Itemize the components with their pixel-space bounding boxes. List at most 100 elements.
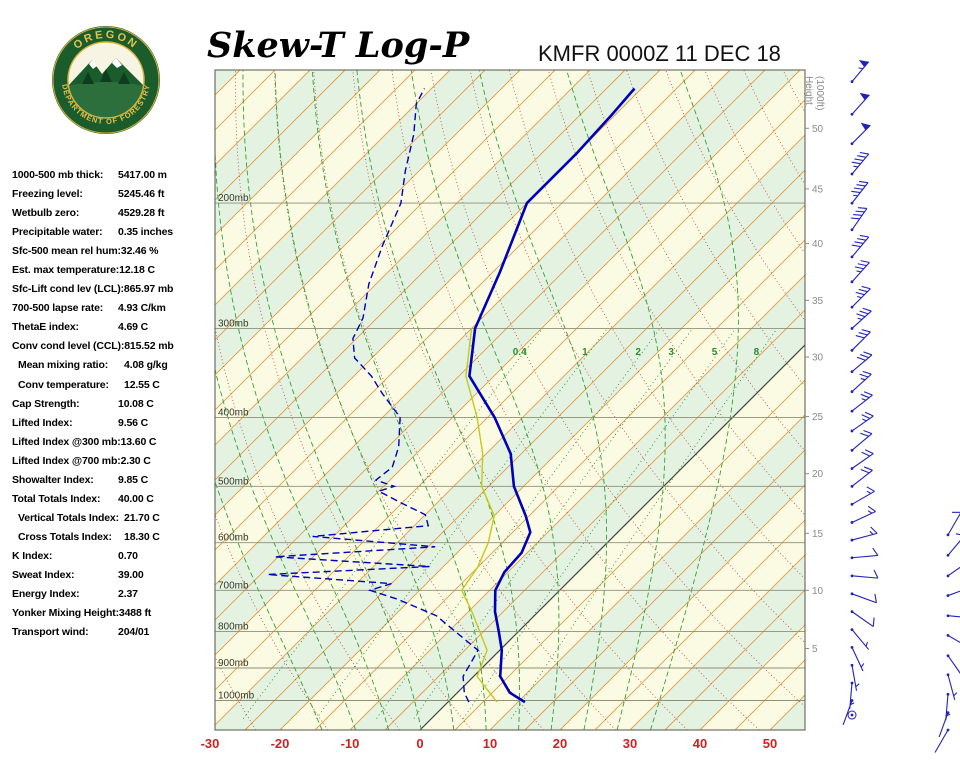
wind-barbs-secondary [934,511,960,753]
index-row: Showalter Index: 9.85 C [12,474,217,493]
index-row: Conv cond level (CCL): 815.52 mb [12,340,217,359]
wind-barb [934,728,950,753]
height-label: 45 [812,184,824,195]
index-label: Mean mixing ratio: [18,359,109,372]
wind-barb [850,207,868,232]
index-value: 815.52 mb [124,340,174,353]
index-row: Precipitable water: 0.35 inches [12,226,217,245]
temp-axis-label: -10 [341,736,360,751]
pressure-lines [215,202,805,701]
wind-barb [946,634,960,643]
odf-logo: OREGON DEPARTMENT OF FORESTRY [52,26,160,134]
index-value: 2.37 [118,588,138,601]
height-label: 15 [812,529,824,540]
index-label: Vertical Totals Index: [18,511,119,524]
index-value: 13.60 C [120,435,157,448]
wind-barb [850,351,873,374]
wind-barb [850,449,874,470]
temperature-axis: -30 -20 -10 0 10 20 30 40 50 [201,736,778,751]
index-row: Energy Index: 2.37 [12,588,217,607]
index-label: Yonker Mixing Height: [12,607,119,620]
wind-barb [946,654,960,674]
wind-barb [850,329,871,352]
index-value: 18.30 C [124,530,160,543]
wind-barb [850,180,869,205]
index-label: Sfc-Lift cond lev (LCL): [12,283,124,296]
wind-barb [850,260,870,284]
wind-barb [946,590,960,597]
height-label: 25 [812,412,824,423]
index-row: Mean mixing ratio: 4.08 g/kg [12,359,217,378]
index-value: 4.69 C [118,321,149,334]
index-label: Sfc-500 mean rel hum: [12,245,121,258]
wind-barb [850,645,865,672]
index-label: Total Totals Index: [12,492,101,505]
logo-tree [118,72,130,84]
index-row: Wetbulb zero: 4529.28 ft [12,207,217,226]
index-row: Vertical Totals Index: 21.70 C [12,512,217,531]
index-row: Lifted Index: 9.56 C [12,417,217,436]
wind-barb [850,151,870,176]
index-label: ThetaE index: [12,321,79,334]
height-axis-title: Height [803,76,814,105]
height-label: 35 [812,296,824,307]
index-label: Conv cond level (CCL): [12,340,125,353]
index-label: Lifted Index @700 mb: [12,454,121,467]
mixing-ratio-label: 5 [712,347,718,358]
page-title: Skew-T Log-P [207,25,470,66]
height-axis: 5 10 15 20 25 30 35 40 45 50 Height (1000ft) [803,76,825,655]
station-date-line: KMFR 0000Z 11 DEC 18 [538,41,781,66]
index-value: 4529.28 ft [118,207,165,220]
mixing-ratio-lines: 0.4 1 2 3 5 8 [242,328,778,719]
index-row: ThetaE index: 4.69 C [12,321,217,340]
logo-snowcap-2 [112,58,122,68]
wind-barb [842,699,854,726]
dry-adiabats [215,70,805,730]
height-axis-title: (1000ft) [814,76,825,110]
logo-gold-ring-outer [52,26,160,134]
temp-axis-label: 0 [416,736,423,751]
pressure-label: 500mb [218,476,249,487]
isotherms [215,70,805,730]
index-label: Energy Index: [12,588,80,601]
logo-gold-ring-inner [67,41,145,119]
wind-barb [946,614,960,618]
wind-barb [946,533,960,557]
index-row: 1000-500 mb thick: 5417.00 m [12,169,217,188]
logo-tree [82,72,94,84]
index-value: 10.08 C [118,397,154,410]
wind-barb [850,569,879,579]
index-label: 700-500 lapse rate: [12,302,104,315]
index-label: Sweat Index: [12,568,75,581]
index-value: 21.70 C [124,511,160,524]
height-label: 5 [812,644,818,655]
pressure-label: 800mb [218,622,249,633]
index-row: Cross Totals Index: 18.30 C [12,531,217,550]
wind-barbs-column [842,60,879,726]
wind-barb [850,234,870,259]
index-value: 204/01 [118,626,150,639]
dewpoint-trace [267,88,479,703]
wind-barb [850,505,876,524]
indices-panel: 1000-500 mb thick: 5417.00 m Freezing leve… [12,169,217,645]
pressure-label: 1000mb [218,691,255,702]
index-row: Sweat Index: 39.00 [12,569,217,588]
index-row: Transport wind: 204/01 [12,626,217,645]
index-value: 2.30 C [120,454,151,467]
index-value: 40.00 C [118,492,154,505]
height-label: 20 [812,469,824,480]
index-row: Sfc-Lift cond lev (LCL): 865.97 mb [12,283,217,302]
pressure-labels: 200mb 300mb 400mb 500mb 600mb 700mb 800mb 900mb… [218,193,255,701]
index-value: 12.55 C [124,378,160,391]
wind-barb [850,92,870,116]
logo-foreground [68,82,144,118]
index-value: 9.56 C [118,416,149,429]
index-value: 3488 ft [118,607,152,620]
mixing-ratio-label: 8 [754,347,760,358]
wind-barb [946,566,960,578]
wind-barb [850,122,871,146]
index-value: 0.35 inches [118,226,173,239]
height-label: 10 [812,586,824,597]
